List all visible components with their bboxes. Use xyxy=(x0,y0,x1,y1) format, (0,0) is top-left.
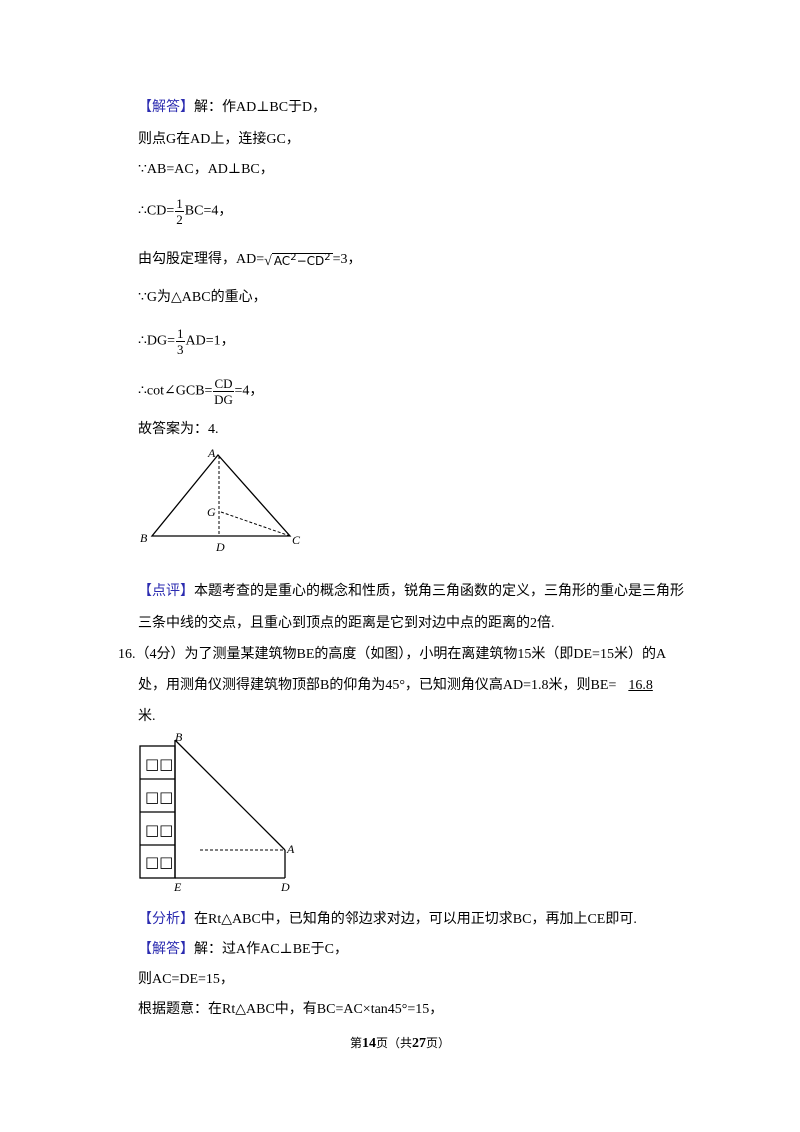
box-label: □□ xyxy=(145,821,173,839)
line: ∴CD= 1 2 BC=4， xyxy=(138,196,232,227)
line: 根据题意：在Rt△ABC中，有BC=AC×tan45°=15， xyxy=(138,1002,444,1017)
line: ∵G为△ABC的重心， xyxy=(138,290,267,305)
label: D xyxy=(280,880,290,894)
text: 页） xyxy=(426,1036,451,1050)
line: 三条中线的交点，且重心到顶点的距离是它到对边中点的距离的2倍. xyxy=(138,616,555,631)
line: 米. xyxy=(138,709,156,724)
text: AC xyxy=(273,254,291,268)
text: =4， xyxy=(234,383,264,399)
box-label: □□ xyxy=(145,755,173,773)
denominator: 3 xyxy=(177,342,184,357)
label: G xyxy=(207,505,216,519)
line: ∴DG= 1 3 AD=1， xyxy=(138,326,235,357)
line: 16.（4分）为了测量某建筑物BE的高度（如图），小明在离建筑物15米（即DE=… xyxy=(118,647,667,662)
line: 则AC=DE=15， xyxy=(138,972,234,987)
text: 解：过A作AC⊥BE于C， xyxy=(194,942,348,957)
label: A xyxy=(286,842,295,856)
radical: √ AC2−CD2 xyxy=(264,252,333,269)
text: 由勾股定理得，AD= xyxy=(138,252,265,268)
line: 【点评】本题考查的是重心的概念和性质，锐角三角函数的定义，三角形的重心是三角形 xyxy=(138,582,684,602)
exponent: 2 xyxy=(324,252,331,263)
text: ∴CD= xyxy=(138,203,175,219)
sight-line xyxy=(174,739,286,851)
text: −CD xyxy=(296,254,325,268)
dashed-line xyxy=(220,511,291,537)
label: C xyxy=(292,533,301,547)
line: ∵AB=AC，AD⊥BC， xyxy=(138,162,274,177)
box-label: □□ xyxy=(145,853,173,871)
page-number: 14 xyxy=(361,1036,376,1051)
text: BC=4， xyxy=(184,203,233,219)
triangle xyxy=(150,453,292,537)
text: 处，用测角仪测得建筑物顶部B的仰角为45°，已知测角仪高AD=1.8米，则BE= xyxy=(138,678,617,693)
tag: 【分析】 xyxy=(138,912,194,927)
label: B xyxy=(175,730,183,744)
numerator: 1 xyxy=(176,326,185,342)
tag: 【解答】 xyxy=(138,100,194,115)
label: A xyxy=(207,446,216,460)
footer: 第14页（共27页） xyxy=(0,1034,800,1052)
line: 【分析】在Rt△ABC中，已知角的邻边求对边，可以用正切求BC，再加上CE即可. xyxy=(138,910,637,930)
line: 故答案为：4. xyxy=(138,422,219,437)
line: 【解答】解：过A作AC⊥BE于C， xyxy=(138,940,348,960)
label: E xyxy=(173,880,182,894)
radicand: AC2−CD2 xyxy=(271,252,333,268)
label: D xyxy=(215,540,225,554)
tag: 【点评】 xyxy=(138,584,194,599)
text: 页（共 xyxy=(375,1036,412,1050)
tag: 【解答】 xyxy=(138,942,194,957)
text: =3， xyxy=(332,252,362,268)
denominator: DG xyxy=(214,392,233,407)
page-total: 27 xyxy=(412,1036,426,1051)
numerator: 1 xyxy=(175,196,184,212)
figure-1 xyxy=(150,453,292,537)
text: AD=1， xyxy=(185,333,235,349)
line: ∴cot∠GCB= CD DG =4， xyxy=(138,376,263,407)
label: B xyxy=(140,531,148,545)
answer: 16.8 xyxy=(628,678,653,693)
line: 处，用测角仪测得建筑物顶部B的仰角为45°，已知测角仪高AD=1.8米，则BE=… xyxy=(138,676,653,696)
text: 在Rt△ABC中，已知角的邻边求对边，可以用正切求BC，再加上CE即可. xyxy=(194,912,637,927)
fraction: CD DG xyxy=(213,376,234,407)
exponent: 2 xyxy=(290,252,297,263)
text: ∴cot∠GCB= xyxy=(138,383,213,399)
denominator: 2 xyxy=(176,212,183,227)
line: 则点G在AD上，连接GC， xyxy=(138,132,300,147)
line: 【解答】解：作AD⊥BC于D， xyxy=(138,98,326,118)
text: 第 xyxy=(349,1036,362,1050)
figure-2 xyxy=(139,739,286,879)
text: 解：作AD⊥BC于D， xyxy=(194,100,327,115)
box-label: □□ xyxy=(145,788,173,806)
text: 本题考查的是重心的概念和性质，锐角三角函数的定义，三角形的重心是三角形 xyxy=(194,584,684,599)
numerator: CD xyxy=(213,376,234,392)
text: ∴DG= xyxy=(138,333,176,349)
line: 由勾股定理得，AD=√ AC2−CD2 =3， xyxy=(138,248,362,272)
